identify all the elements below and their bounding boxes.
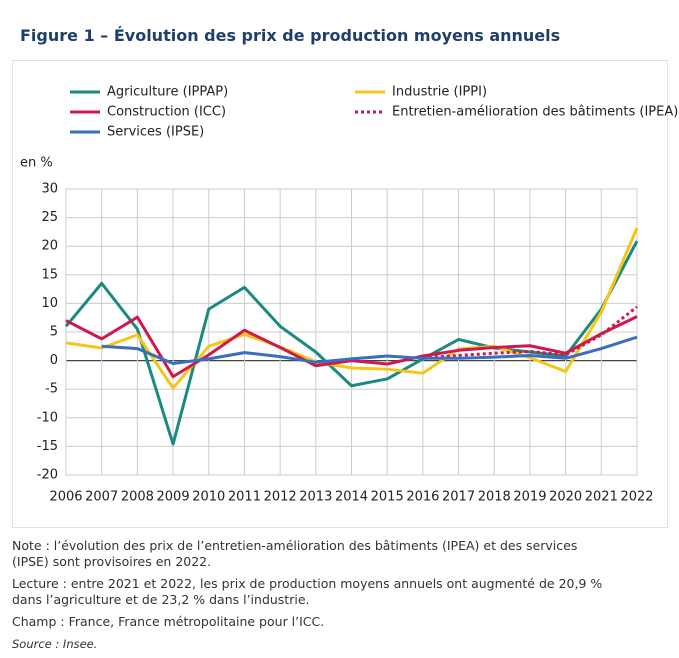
series-line (65, 227, 639, 390)
legend-label: Industrie (IPPI) (392, 85, 487, 100)
note: Lecture : entre 2021 et 2022, les prix d… (12, 576, 603, 607)
y-tick-label: 25 (41, 210, 58, 225)
y-tick-label: 5 (50, 325, 58, 340)
x-tick-label: 2010 (192, 490, 225, 505)
y-tick-label: 10 (41, 296, 58, 311)
y-tick-label: -15 (37, 439, 58, 454)
legend-label: Agriculture (IPPAP) (107, 85, 228, 100)
y-tick-label: -20 (37, 468, 58, 483)
legend-label: Entretien-amélioration des bâtiments (IP… (392, 105, 678, 120)
x-tick-label: 2008 (121, 490, 154, 505)
x-tick-label: 2020 (549, 490, 582, 505)
source: Source : Insee. (12, 637, 98, 651)
x-tick-label: 2006 (49, 490, 82, 505)
legend-label: Services (IPSE) (107, 125, 204, 140)
series-line (101, 335, 638, 365)
x-tick-label: 2009 (157, 490, 190, 505)
x-tick-label: 2018 (478, 490, 511, 505)
y-tick-label: 30 (41, 182, 58, 197)
y-tick-label: -10 (37, 410, 58, 425)
y-tick-label: 20 (41, 239, 58, 254)
x-tick-label: 2021 (585, 490, 618, 505)
y-tick-label: 0 (50, 353, 58, 368)
notes: Note : l’évolution des prix de l’entreti… (12, 538, 612, 658)
x-tick-label: 2019 (513, 490, 546, 505)
legend-label: Construction (ICC) (107, 105, 226, 120)
x-tick-label: 2017 (442, 490, 475, 505)
x-tick-label: 2014 (335, 490, 368, 505)
chart: en % -20 -15 -10 -5 0 5 10 15 20 25 30 2006 2007 2008… (20, 85, 678, 505)
y-tick-label: 15 (41, 267, 58, 282)
series-line (64, 240, 639, 446)
x-tick-label: 2013 (299, 490, 332, 505)
x-tick-label: 2012 (264, 490, 297, 505)
x-tick-label: 2016 (406, 490, 439, 505)
x-tick-label: 2022 (620, 490, 653, 505)
chart-card (12, 60, 668, 528)
y-tick-label: -5 (45, 382, 58, 397)
x-tick-label: 2007 (85, 490, 118, 505)
series-line (65, 315, 638, 379)
x-tick-label: 2011 (228, 490, 261, 505)
y-axis-label: en % (20, 156, 53, 171)
x-tick-label: 2015 (371, 490, 404, 505)
note: Note : l’évolution des prix de l’entreti… (12, 538, 578, 569)
note: Champ : France, France métropolitaine po… (12, 614, 325, 629)
chart-title: Figure 1 – Évolution des prix de product… (20, 26, 561, 45)
